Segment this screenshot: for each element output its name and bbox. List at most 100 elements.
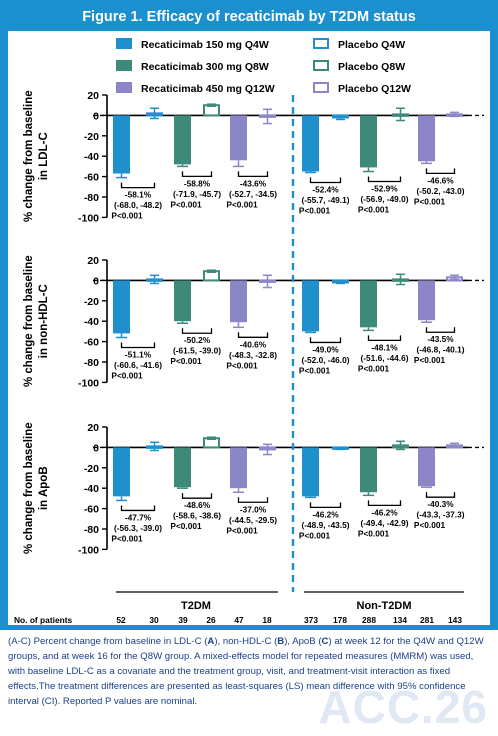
annotation-text: -46.6% <box>427 175 454 185</box>
legend-label-3: Placebo Q4W <box>338 39 405 51</box>
patient-count: 47 <box>234 615 244 625</box>
annotation-text: -52.9% <box>371 184 398 194</box>
legend-swatch-3 <box>313 38 329 49</box>
legend-label-1: Recaticimab 300 mg Q8W <box>141 61 269 73</box>
legend-swatch-4 <box>313 60 329 71</box>
annotation-text: P<0.001 <box>170 356 202 366</box>
patient-count: 288 <box>362 615 376 625</box>
annotation-text: (-48.9, -43.5) <box>302 520 350 530</box>
y-axis-label-line: % change from baseline <box>23 90 35 222</box>
y-axis-label-B: % change from baseline in non-HDL-C <box>23 255 50 387</box>
plot-area <box>8 31 490 625</box>
comparison-bracket <box>237 171 269 178</box>
y-tick-label: 20 <box>87 90 99 102</box>
annotation-text: P<0.001 <box>111 211 143 221</box>
annotation-text: -58.8% <box>184 178 211 188</box>
y-axis-label-line: in ApoB <box>38 466 50 510</box>
annotation-text: (-56.3, -39.0) <box>114 523 162 533</box>
annotation-text: -40.3% <box>427 499 454 509</box>
annotation-text: -52.4% <box>312 185 339 195</box>
legend-swatch-1 <box>116 60 132 71</box>
comparison-bracket <box>181 493 213 499</box>
y-tick-label: 0 <box>93 442 99 454</box>
y-axis-label-A: % change from baseline in LDL-C <box>23 90 50 222</box>
annotation-text: -50.2% <box>184 335 211 345</box>
annotation-text: -48.6% <box>184 500 211 510</box>
comparison-bracket <box>367 500 402 506</box>
y-tick-label: -80 <box>84 192 99 204</box>
y-tick-label: -100 <box>78 544 99 556</box>
annotation-text: P<0.001 <box>299 530 331 540</box>
y-axis-label-line: in LDL-C <box>38 132 50 180</box>
annotation-text: (-48.3, -32.8) <box>229 350 277 360</box>
bar-active <box>230 115 247 161</box>
y-axis-label-C: % change from baseline in ApoB <box>23 422 50 554</box>
bar-active <box>418 280 435 321</box>
caption-bold-c: C <box>321 636 329 647</box>
annotation-text: P<0.001 <box>358 528 390 538</box>
y-axis-label-line: % change from baseline <box>23 255 35 387</box>
annotation-text: P<0.001 <box>414 355 446 365</box>
figure-panel: Figure 1. Efficacy of recaticimab by T2D… <box>0 0 498 630</box>
annotation-text: P<0.001 <box>299 365 331 375</box>
panel-letter-C: C <box>10 384 18 396</box>
annotation-text: -47.7% <box>125 512 152 522</box>
comparison-bracket <box>237 332 269 338</box>
y-tick-label: -40 <box>84 483 99 495</box>
annotation-text: -48.1% <box>371 342 398 352</box>
annotation-text: -43.5% <box>427 334 454 344</box>
comparison-bracket <box>181 171 213 178</box>
patient-count: 52 <box>116 615 126 625</box>
caption-bold-b: B <box>277 636 285 647</box>
comparison-bracket <box>425 327 456 333</box>
annotation-text: (-55.7, -49.1) <box>302 195 350 205</box>
legend-label-4: Placebo Q8W <box>338 61 405 73</box>
group-label-t2dm: T2DM <box>181 600 211 612</box>
comparison-bracket <box>425 492 456 498</box>
comparison-bracket <box>237 497 269 503</box>
y-tick-label: -20 <box>84 296 99 308</box>
annotation-text: -40.6% <box>240 339 267 349</box>
y-tick-label: -80 <box>84 524 99 536</box>
annotation-text: P<0.001 <box>111 371 143 381</box>
bar-active <box>360 115 377 168</box>
annotation-text: (-56.9, -49.0) <box>361 194 409 204</box>
annotation-text: -43.6% <box>240 178 267 188</box>
bar-active <box>302 447 319 497</box>
bar-active <box>360 280 377 328</box>
y-tick-label: 0 <box>93 110 99 122</box>
bar-active <box>418 447 435 487</box>
bar-active <box>174 447 191 488</box>
annotation-text: -37.0% <box>240 504 267 514</box>
y-tick-label: -20 <box>84 463 99 475</box>
annotation-text: P<0.001 <box>111 533 143 543</box>
y-tick-label: -40 <box>84 151 99 163</box>
bar-active <box>360 447 377 493</box>
annotation-text: (-44.5, -29.5) <box>229 515 277 525</box>
panel-letter-B: B <box>10 253 18 265</box>
chart-svg: Recaticimab 150 mg Q4W Recaticimab 300 mg… <box>10 33 484 625</box>
annotation-text: P<0.001 <box>358 205 390 215</box>
annotation-text: P<0.001 <box>226 360 258 370</box>
patient-count: 18 <box>262 615 272 625</box>
panel-letter-A: A <box>10 33 18 45</box>
caption-bold-a: A <box>207 636 215 647</box>
y-axis-label-line: in non-HDL-C <box>38 284 50 358</box>
y-tick-label: 20 <box>87 255 99 267</box>
annotation-text: (-60.6, -41.6) <box>114 360 162 370</box>
comparison-bracket <box>309 337 342 344</box>
annotation-text: (-71.9, -45.7) <box>173 189 221 199</box>
legend-swatch-0 <box>116 38 132 49</box>
annotation-text: -51.1% <box>125 350 152 360</box>
bar-active <box>174 115 191 165</box>
comparison-bracket <box>309 502 342 509</box>
caption-text-2: ), non-HDL-C ( <box>214 636 278 647</box>
patient-count: 143 <box>448 615 462 625</box>
annotation-text: P<0.001 <box>226 199 258 209</box>
annotation-text: (-51.6, -44.6) <box>361 353 409 363</box>
y-tick-label: -20 <box>84 131 99 143</box>
bar-active <box>418 115 435 162</box>
legend-swatch-2 <box>116 82 132 93</box>
annotation-text: -49.0% <box>312 344 339 354</box>
